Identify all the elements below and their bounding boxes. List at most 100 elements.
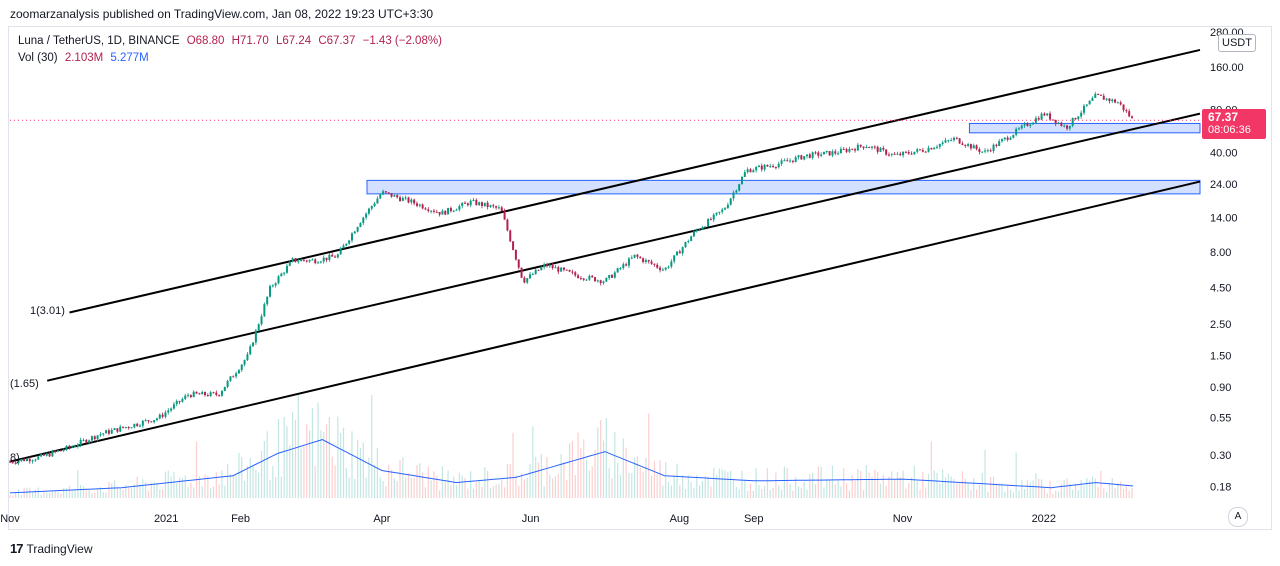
volume-bar [600, 420, 602, 498]
candle-body [610, 275, 613, 278]
volume-bar [764, 486, 766, 498]
y-tick-label: 24.00 [1210, 179, 1238, 191]
volume-bar [122, 489, 124, 498]
volume-bar [687, 474, 689, 498]
volume-bar [868, 472, 870, 498]
candle-body [958, 138, 961, 144]
y-tick-label: 0.90 [1210, 382, 1231, 394]
candle-body [873, 146, 876, 148]
footer-brand-text[interactable]: TradingView [26, 541, 93, 556]
volume-bar [133, 484, 135, 498]
candle-body [195, 391, 198, 394]
candle-body [93, 436, 96, 440]
volume-bar [891, 471, 893, 498]
candle-body [79, 439, 82, 446]
volume-bar [509, 463, 511, 498]
candle-body [681, 247, 684, 254]
legend-vol-value: 2.103M [64, 52, 104, 64]
volume-bar [263, 441, 265, 498]
volume-bar [348, 477, 350, 498]
candle-body [749, 169, 752, 173]
volume-bar [1120, 481, 1122, 498]
candle-body [562, 267, 565, 270]
legend-symbol[interactable]: Luna / TetherUS, 1D, BINANCE [18, 35, 180, 47]
volume-bar [337, 416, 339, 498]
candle-body [68, 445, 71, 448]
volume-bar [540, 454, 542, 498]
candle-body [139, 425, 142, 427]
candle-body [512, 241, 515, 250]
volume-bar [829, 480, 831, 498]
volume-bar [388, 464, 390, 498]
volume-bar [433, 471, 435, 498]
candle-body [752, 170, 755, 173]
volume-bar [15, 492, 17, 498]
candle-body [492, 205, 495, 207]
volume-bar [577, 432, 579, 498]
candle-body [1003, 137, 1006, 140]
candle-body [899, 153, 902, 156]
volume-bar [464, 477, 466, 498]
volume-bar [860, 471, 862, 498]
volume-bar [407, 473, 410, 498]
currency-button[interactable]: USDT [1218, 34, 1256, 52]
volume-bar [342, 427, 345, 498]
channel-label-middle: (1.65) [10, 378, 39, 390]
volume-bar [549, 474, 551, 498]
volume-bar [851, 475, 853, 498]
candle-body [509, 230, 512, 242]
support-zone [968, 122, 1201, 134]
volume-bar [17, 489, 20, 498]
candle-body [407, 197, 410, 203]
auto-scale-button[interactable]: A [1228, 507, 1248, 527]
volume-bar [529, 464, 531, 498]
candle-body [339, 248, 342, 255]
legend-open: O68.80 [186, 35, 225, 47]
candle-body [240, 364, 243, 371]
volume-bar [1049, 480, 1051, 498]
candle-body [155, 418, 158, 421]
candle-body [42, 454, 45, 456]
candle-body [76, 445, 79, 447]
volume-bar [506, 464, 509, 498]
candle-body [653, 263, 656, 265]
candle-body [732, 192, 735, 199]
volume-bar [634, 457, 636, 498]
candle-body [170, 408, 173, 411]
chart-frame [8, 26, 1272, 530]
candle-body [825, 151, 828, 153]
volume-bar [546, 456, 548, 498]
volume-bar [755, 468, 757, 498]
candle-body [472, 199, 475, 201]
volume-bar [882, 474, 884, 498]
volume-bar [936, 472, 938, 498]
volume-bar [294, 419, 297, 498]
volume-bar [85, 488, 87, 498]
candle-body [74, 446, 77, 448]
candle-body [848, 148, 851, 152]
candle-body [659, 267, 662, 271]
candle-body [1034, 118, 1037, 123]
candle-body [503, 211, 506, 220]
volume-bar [766, 468, 769, 498]
volume-bar [749, 483, 752, 498]
candle-body [636, 254, 639, 257]
candle-body [124, 426, 127, 428]
volume-bar [218, 484, 220, 498]
candle-body [927, 148, 930, 152]
candle-body [198, 393, 201, 395]
volume-bar [472, 488, 475, 498]
candle-body [882, 147, 885, 150]
volume-bar [354, 478, 356, 498]
volume-bar [696, 475, 698, 498]
volume-bar [809, 474, 811, 498]
volume-bar [484, 467, 486, 498]
volume-bar [1074, 483, 1077, 498]
legend-vol-label[interactable]: Vol (30) [18, 52, 58, 64]
volume-bar [164, 471, 167, 498]
volume-bar [964, 478, 966, 498]
candle-body [967, 144, 970, 146]
candle-body [907, 151, 910, 154]
volume-bar [571, 440, 574, 498]
